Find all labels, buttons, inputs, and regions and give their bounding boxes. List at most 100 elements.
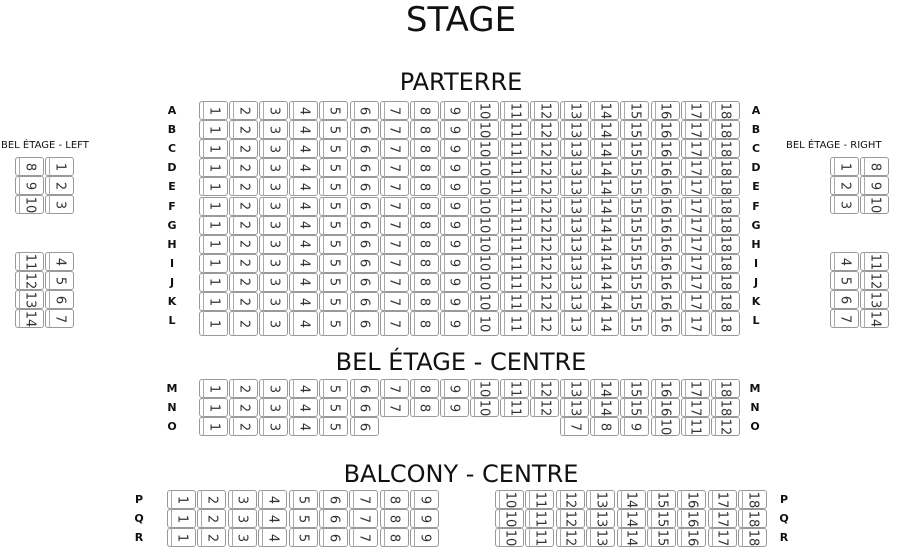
seat-O-6[interactable]: 6	[349, 417, 379, 436]
seat-E-8[interactable]: 8	[409, 177, 439, 197]
seat-Q-7[interactable]: 7	[349, 509, 379, 528]
seat-E-5[interactable]: 5	[319, 177, 349, 197]
seat-K-17[interactable]: 17	[680, 292, 710, 311]
seat-K-1[interactable]: 1	[199, 292, 228, 311]
seat-N-1[interactable]: 1	[199, 398, 228, 417]
seat-C-3[interactable]: 3	[259, 139, 289, 159]
seat-F-9[interactable]: 9	[439, 196, 469, 216]
seat-G-8[interactable]: 8	[409, 215, 439, 235]
seat-D-3[interactable]: 3	[259, 158, 289, 178]
seat-O-10[interactable]: 10	[650, 417, 680, 436]
seat-E-16[interactable]: 16	[650, 177, 680, 197]
seat-N-11[interactable]: 11	[500, 398, 529, 417]
seat-Q-9[interactable]: 9	[410, 509, 440, 528]
seat-M-9[interactable]: 9	[439, 379, 469, 398]
seat-K-2[interactable]: 2	[229, 292, 259, 311]
seat-J-6[interactable]: 6	[349, 272, 379, 292]
seat-R-16[interactable]: 16	[677, 528, 707, 547]
seat-H-18[interactable]: 18	[710, 234, 740, 254]
seat-D-11[interactable]: 11	[500, 158, 529, 178]
seat-F-3[interactable]: 3	[259, 196, 289, 216]
bel-right-seat-13[interactable]: 13	[860, 290, 889, 309]
bel-right-seat-5[interactable]: 5	[830, 271, 859, 290]
seat-R-10[interactable]: 10	[495, 528, 524, 547]
seat-B-8[interactable]: 8	[409, 120, 439, 140]
seat-D-7[interactable]: 7	[379, 158, 409, 178]
seat-M-4[interactable]: 4	[289, 379, 319, 398]
seat-D-1[interactable]: 1	[199, 158, 228, 178]
seat-R-15[interactable]: 15	[647, 528, 676, 547]
seat-C-9[interactable]: 9	[439, 139, 469, 159]
seat-P-6[interactable]: 6	[319, 490, 348, 509]
seat-Q-3[interactable]: 3	[227, 509, 257, 528]
seat-H-9[interactable]: 9	[439, 234, 469, 254]
seat-R-17[interactable]: 17	[707, 528, 737, 547]
seat-A-8[interactable]: 8	[409, 101, 439, 120]
seat-I-4[interactable]: 4	[289, 253, 319, 273]
seat-G-2[interactable]: 2	[229, 215, 259, 235]
seat-G-14[interactable]: 14	[590, 215, 620, 235]
seat-B-1[interactable]: 1	[199, 120, 228, 140]
seat-N-9[interactable]: 9	[439, 398, 469, 417]
seat-L-13[interactable]: 13	[560, 311, 590, 337]
seat-Q-1[interactable]: 1	[167, 509, 196, 528]
seat-Q-18[interactable]: 18	[738, 509, 768, 528]
seat-H-12[interactable]: 12	[530, 234, 560, 254]
seat-I-1[interactable]: 1	[199, 253, 228, 273]
seat-O-4[interactable]: 4	[289, 417, 319, 436]
seat-E-13[interactable]: 13	[560, 177, 590, 197]
seat-A-2[interactable]: 2	[229, 101, 259, 120]
seat-E-18[interactable]: 18	[710, 177, 740, 197]
seat-E-12[interactable]: 12	[530, 177, 560, 197]
seat-C-6[interactable]: 6	[349, 139, 379, 159]
seat-M-8[interactable]: 8	[409, 379, 439, 398]
seat-I-17[interactable]: 17	[680, 253, 710, 273]
seat-M-16[interactable]: 16	[650, 379, 680, 398]
seat-O-7[interactable]: 7	[560, 417, 590, 436]
seat-A-10[interactable]: 10	[469, 101, 499, 120]
seat-C-12[interactable]: 12	[530, 139, 560, 159]
seat-I-3[interactable]: 3	[259, 253, 289, 273]
seat-B-4[interactable]: 4	[289, 120, 319, 140]
seat-R-5[interactable]: 5	[288, 528, 318, 547]
seat-G-1[interactable]: 1	[199, 215, 228, 235]
seat-I-8[interactable]: 8	[409, 253, 439, 273]
seat-C-15[interactable]: 15	[620, 139, 650, 159]
seat-G-13[interactable]: 13	[560, 215, 590, 235]
seat-F-12[interactable]: 12	[530, 196, 560, 216]
seat-I-14[interactable]: 14	[590, 253, 620, 273]
bel-right-seat-7[interactable]: 7	[830, 309, 859, 328]
seat-L-6[interactable]: 6	[349, 311, 379, 337]
seat-F-15[interactable]: 15	[620, 196, 650, 216]
seat-A-14[interactable]: 14	[590, 101, 620, 120]
seat-Q-13[interactable]: 13	[586, 509, 616, 528]
seat-M-2[interactable]: 2	[229, 379, 259, 398]
seat-Q-17[interactable]: 17	[707, 509, 737, 528]
seat-P-7[interactable]: 7	[349, 490, 379, 509]
seat-K-5[interactable]: 5	[319, 292, 349, 311]
seat-J-5[interactable]: 5	[319, 272, 349, 292]
seat-G-10[interactable]: 10	[469, 215, 499, 235]
seat-A-17[interactable]: 17	[680, 101, 710, 120]
seat-L-11[interactable]: 11	[500, 311, 529, 337]
seat-D-16[interactable]: 16	[650, 158, 680, 178]
seat-P-1[interactable]: 1	[167, 490, 196, 509]
seat-E-7[interactable]: 7	[379, 177, 409, 197]
seat-E-1[interactable]: 1	[199, 177, 228, 197]
seat-A-3[interactable]: 3	[259, 101, 289, 120]
seat-B-13[interactable]: 13	[560, 120, 590, 140]
seat-O-3[interactable]: 3	[259, 417, 289, 436]
bel-left-seat-14[interactable]: 14	[15, 309, 44, 328]
seat-O-5[interactable]: 5	[319, 417, 349, 436]
seat-A-13[interactable]: 13	[560, 101, 590, 120]
seat-P-3[interactable]: 3	[227, 490, 257, 509]
seat-J-14[interactable]: 14	[590, 272, 620, 292]
seat-G-17[interactable]: 17	[680, 215, 710, 235]
seat-J-13[interactable]: 13	[560, 272, 590, 292]
seat-H-13[interactable]: 13	[560, 234, 590, 254]
seat-A-18[interactable]: 18	[710, 101, 740, 120]
seat-F-14[interactable]: 14	[590, 196, 620, 216]
seat-K-11[interactable]: 11	[500, 292, 529, 311]
seat-R-12[interactable]: 12	[555, 528, 585, 547]
seat-H-8[interactable]: 8	[409, 234, 439, 254]
